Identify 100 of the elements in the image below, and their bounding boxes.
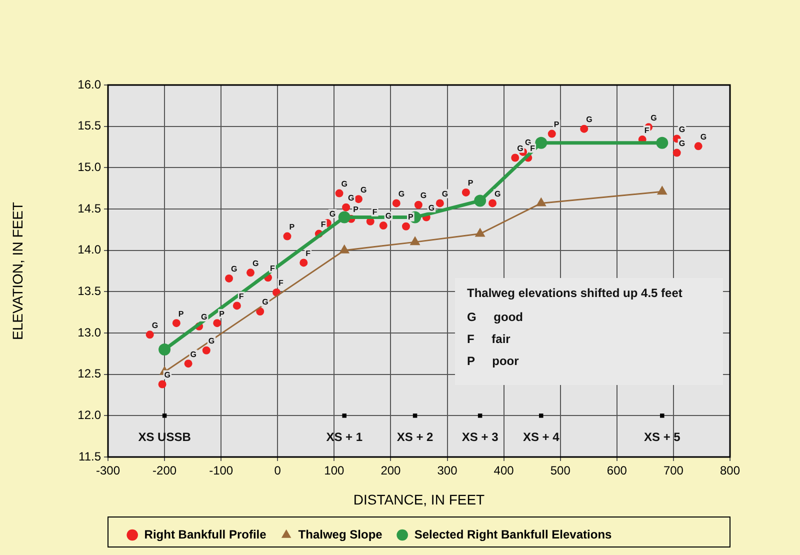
point — [474, 194, 486, 207]
data-label: G — [329, 209, 336, 218]
point — [410, 236, 420, 246]
x-tick-label: -200 — [152, 464, 177, 478]
point — [158, 380, 166, 388]
x-tick-label: 200 — [380, 464, 402, 478]
y-axis-title: ELEVATION, IN FEET — [9, 202, 26, 340]
point — [478, 414, 482, 418]
data-label: G — [494, 189, 501, 198]
data-label: G — [398, 189, 405, 198]
point — [402, 222, 410, 230]
annotation: XS + 2 — [396, 430, 434, 444]
annotation: Thalweg elevations shifted up 4.5 feet — [467, 286, 684, 300]
point — [146, 330, 154, 339]
y-tick-label: 12.5 — [78, 366, 102, 381]
data-label: G — [348, 194, 354, 203]
data-label: G — [586, 115, 592, 124]
data-label: P — [353, 205, 360, 214]
data-label: G — [252, 258, 259, 268]
data-label: P — [178, 309, 184, 318]
point — [246, 268, 254, 277]
point — [338, 211, 350, 224]
y-tick-label: 12.0 — [78, 408, 102, 422]
y-tick-label: 13.0 — [78, 325, 102, 340]
x-tick-label: -100 — [209, 464, 234, 478]
x-tick-label: -300 — [96, 464, 120, 478]
data-label: G — [360, 185, 367, 194]
data-label: G — [164, 370, 171, 380]
point — [511, 154, 520, 162]
point — [548, 130, 556, 138]
data-label: G — [442, 189, 448, 198]
point — [225, 274, 234, 282]
point — [672, 148, 681, 157]
x-tick-label: 600 — [606, 464, 628, 478]
point — [536, 197, 546, 206]
point — [580, 124, 588, 133]
point — [158, 344, 171, 356]
data-label: G — [525, 138, 532, 148]
point — [213, 319, 222, 328]
data-label: F — [644, 126, 650, 135]
y-tick-label: 13.5 — [78, 284, 102, 298]
data-label: P — [219, 309, 226, 318]
x-tick-label: 100 — [324, 464, 345, 478]
data-label: F — [238, 292, 244, 301]
data-label: F — [372, 208, 378, 217]
point — [283, 232, 292, 240]
annotation: P poor — [467, 354, 520, 368]
point — [339, 244, 350, 254]
data-label: G — [262, 298, 268, 307]
y-tick-label: 15.5 — [78, 118, 102, 133]
point — [300, 258, 308, 267]
point — [184, 360, 192, 368]
point — [462, 188, 470, 196]
y-tick-label: 14.5 — [78, 201, 102, 216]
legend-label: Right Bankfull Profile — [144, 527, 267, 542]
point — [414, 200, 422, 209]
x-tick-label: 500 — [550, 464, 571, 478]
data-label: F — [530, 144, 536, 153]
y-tick-label: 14.0 — [78, 242, 102, 257]
data-label: G — [201, 312, 208, 322]
data-label: G — [341, 179, 348, 188]
annotation: XS + 3 — [462, 430, 499, 444]
data-label: P — [289, 222, 296, 232]
annotation: G good — [467, 310, 524, 324]
point — [392, 199, 400, 208]
data-label: G — [678, 124, 686, 134]
point — [335, 189, 344, 198]
annotation: XS + 5 — [644, 430, 681, 444]
data-label: F — [306, 248, 311, 258]
point — [535, 136, 548, 149]
data-label: G — [678, 138, 686, 148]
data-label: G — [152, 320, 158, 330]
point — [354, 195, 362, 204]
data-label: G — [700, 132, 707, 142]
data-label: F — [270, 264, 276, 273]
data-label: P — [554, 120, 560, 129]
x-tick-label: 400 — [494, 464, 514, 478]
point — [656, 136, 668, 149]
data-label: G — [231, 264, 238, 274]
annotation: XS + 4 — [522, 430, 560, 444]
point — [232, 302, 241, 310]
point — [474, 228, 486, 237]
point — [172, 319, 180, 328]
x-tick-label: 300 — [437, 464, 458, 478]
x-tick-label: 700 — [663, 464, 684, 478]
data-label: F — [278, 278, 284, 288]
point — [162, 414, 167, 418]
data-label: G — [190, 350, 197, 359]
point — [656, 186, 668, 195]
data-label: G — [428, 203, 435, 212]
point — [660, 414, 664, 418]
point — [342, 414, 346, 418]
y-tick-label: 16.0 — [78, 77, 102, 92]
point — [694, 142, 702, 150]
data-label: G — [385, 212, 392, 221]
x-tick-label: 0 — [274, 464, 282, 478]
annotation: F fair — [467, 332, 512, 346]
data-label: G — [517, 144, 524, 153]
point — [539, 414, 544, 418]
point — [488, 199, 497, 208]
